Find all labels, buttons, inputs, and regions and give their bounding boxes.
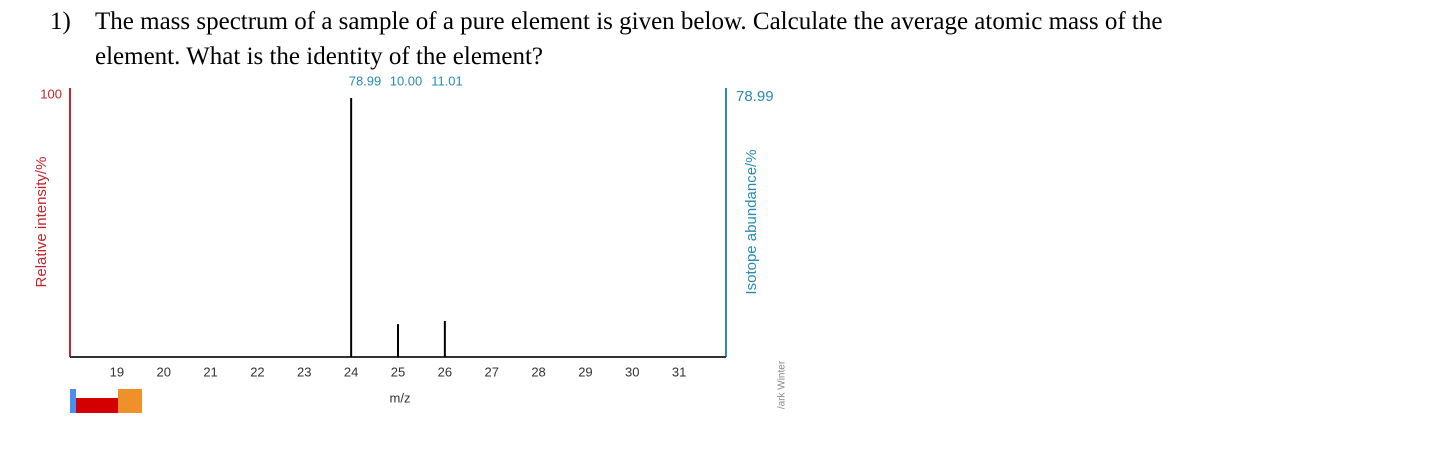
y2-axis-label: Isotope abundance/% xyxy=(743,149,760,294)
y2-tick-label: 78.99 xyxy=(736,88,774,105)
x-tick-label: 19 xyxy=(110,364,124,379)
value-label: 10.00 xyxy=(390,73,423,88)
x-tick-label: 27 xyxy=(484,364,498,379)
x-tick-label: 25 xyxy=(391,364,405,379)
logo xyxy=(70,389,76,413)
x-tick-label: 22 xyxy=(250,364,264,379)
logo xyxy=(76,398,118,413)
y-axis-label: Relative intensity/% xyxy=(33,157,50,288)
x-tick-label: 24 xyxy=(344,364,358,379)
question-text: The mass spectrum of a sample of a pure … xyxy=(95,8,1163,35)
question-text: element. What is the identity of the ele… xyxy=(95,43,543,70)
y-tick-label: 100 xyxy=(40,86,62,101)
x-tick-label: 23 xyxy=(297,364,311,379)
x-axis-label: m/z xyxy=(390,390,411,405)
value-label: 11.01 xyxy=(431,73,463,88)
x-tick-label: 20 xyxy=(156,364,170,379)
logo xyxy=(118,389,142,413)
x-tick-label: 21 xyxy=(203,364,217,379)
x-tick-label: 30 xyxy=(625,364,639,379)
question-number: 1) xyxy=(50,8,71,35)
x-tick-label: 28 xyxy=(531,364,545,379)
credit: /ark Winter xyxy=(777,360,788,409)
value-label: 78.99 xyxy=(349,73,382,88)
x-tick-label: 31 xyxy=(672,364,686,379)
x-tick-label: 29 xyxy=(578,364,592,379)
x-tick-label: 26 xyxy=(438,364,452,379)
